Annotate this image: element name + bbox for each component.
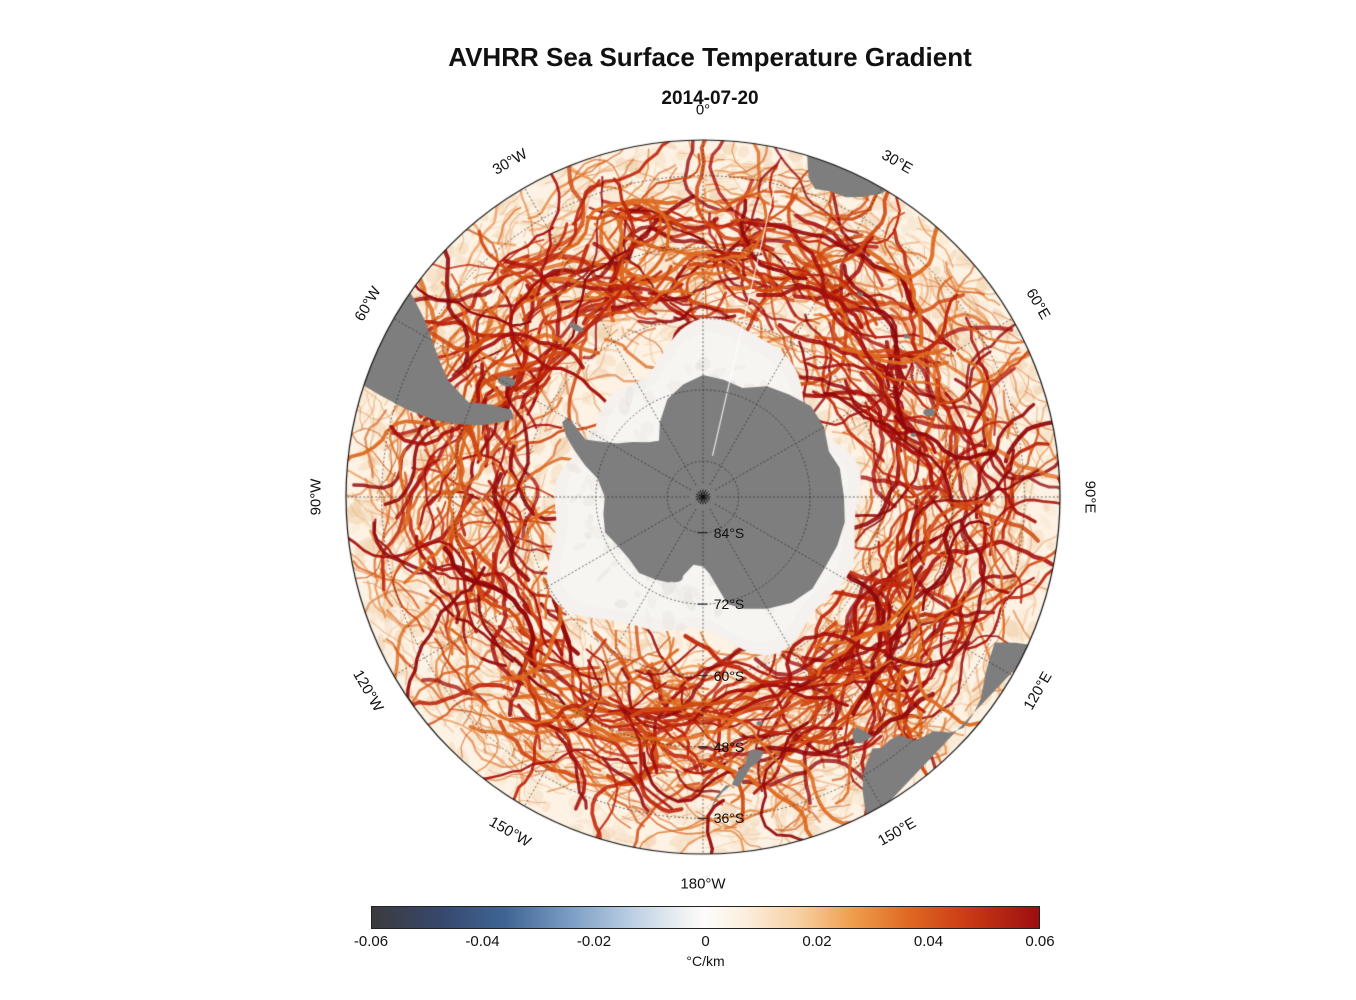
colorbar-tick-0: 0 [701,933,710,950]
colorbar: -0.06 -0.04 -0.02 0 0.02 0.04 0.06 °C/km [354,906,1055,969]
chart-date-subtitle: 2014-07-20 [661,88,759,109]
colorbar-tick-0.06: 0.06 [1025,933,1055,950]
colorbar-gradient [371,906,1040,929]
colorbar-tick-0.02: 0.02 [802,933,832,950]
chart-title: AVHRR Sea Surface Temperature Gradient [448,42,972,72]
colorbar-unit-label: °C/km [686,953,725,969]
colorbar-tick--0.02: -0.02 [576,933,612,950]
colorbar-tick-0.04: 0.04 [913,933,944,950]
colorbar-tick--0.06: -0.06 [353,933,389,950]
colorbar-tick-row: -0.06 -0.04 -0.02 0 0.02 0.04 0.06 [354,933,1055,951]
colorbar-tick--0.04: -0.04 [465,933,500,950]
